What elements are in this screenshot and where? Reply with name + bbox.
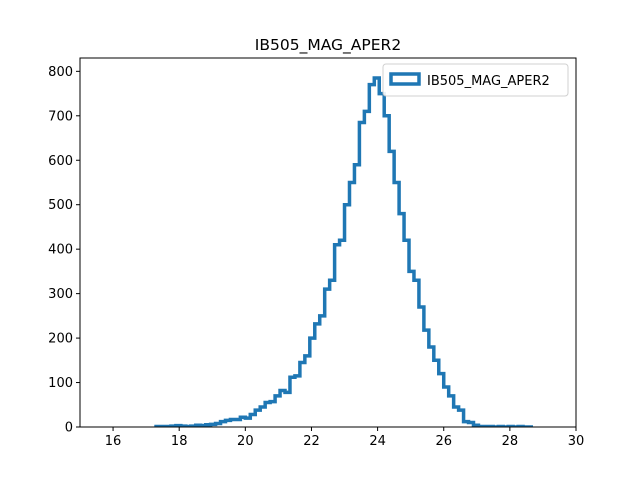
axes-frame: [79, 57, 577, 428]
legend-box: [382, 63, 569, 97]
x-tick-label: 18: [171, 434, 188, 449]
y-tick-label: 500: [48, 198, 73, 213]
x-tick-label: 24: [369, 434, 386, 449]
legend-label: IB505_MAG_APER2: [427, 74, 550, 89]
y-tick-label: 600: [48, 154, 73, 169]
x-tick-label: 22: [303, 434, 320, 449]
y-tick-label: 300: [48, 287, 73, 302]
legend-swatch: [389, 72, 421, 86]
x-tick-label: 16: [105, 434, 122, 449]
x-tick-label: 30: [568, 434, 585, 449]
x-tick-label: 20: [237, 434, 254, 449]
y-tick-label: 800: [48, 65, 73, 80]
y-tick-label: 700: [48, 109, 73, 124]
histogram-step-line: [154, 76, 534, 427]
x-tick-label: 28: [502, 434, 519, 449]
chart-title: IB505_MAG_APER2: [255, 36, 401, 55]
y-tick-label: 100: [48, 376, 73, 391]
x-tick-label: 26: [435, 434, 452, 449]
y-tick-label: 200: [48, 332, 73, 347]
y-tick-label: 400: [48, 243, 73, 258]
y-tick-label: 0: [65, 421, 73, 436]
plot-area: 16 18 20 22 24 26 28 30010020030040050060070080…: [48, 57, 585, 449]
